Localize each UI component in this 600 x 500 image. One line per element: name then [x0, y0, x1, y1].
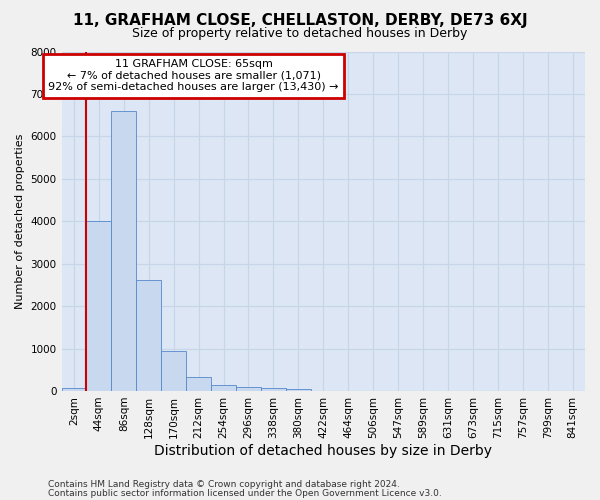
Bar: [62, 388, 86, 391]
Bar: [261, 388, 286, 391]
Text: 11 GRAFHAM CLOSE: 65sqm
← 7% of detached houses are smaller (1,071)
92% of semi-: 11 GRAFHAM CLOSE: 65sqm ← 7% of detached…: [49, 59, 339, 92]
Bar: [211, 386, 236, 391]
Bar: [136, 280, 161, 391]
Text: Contains public sector information licensed under the Open Government Licence v3: Contains public sector information licen…: [48, 488, 442, 498]
Bar: [186, 377, 211, 391]
Bar: [86, 221, 112, 391]
X-axis label: Distribution of detached houses by size in Derby: Distribution of detached houses by size …: [154, 444, 492, 458]
Text: Contains HM Land Registry data © Crown copyright and database right 2024.: Contains HM Land Registry data © Crown c…: [48, 480, 400, 489]
Bar: [161, 350, 186, 391]
Bar: [112, 111, 136, 391]
Text: Size of property relative to detached houses in Derby: Size of property relative to detached ho…: [133, 28, 467, 40]
Text: 11, GRAFHAM CLOSE, CHELLASTON, DERBY, DE73 6XJ: 11, GRAFHAM CLOSE, CHELLASTON, DERBY, DE…: [73, 12, 527, 28]
Y-axis label: Number of detached properties: Number of detached properties: [15, 134, 25, 309]
Bar: [286, 389, 311, 391]
Bar: [236, 387, 261, 391]
